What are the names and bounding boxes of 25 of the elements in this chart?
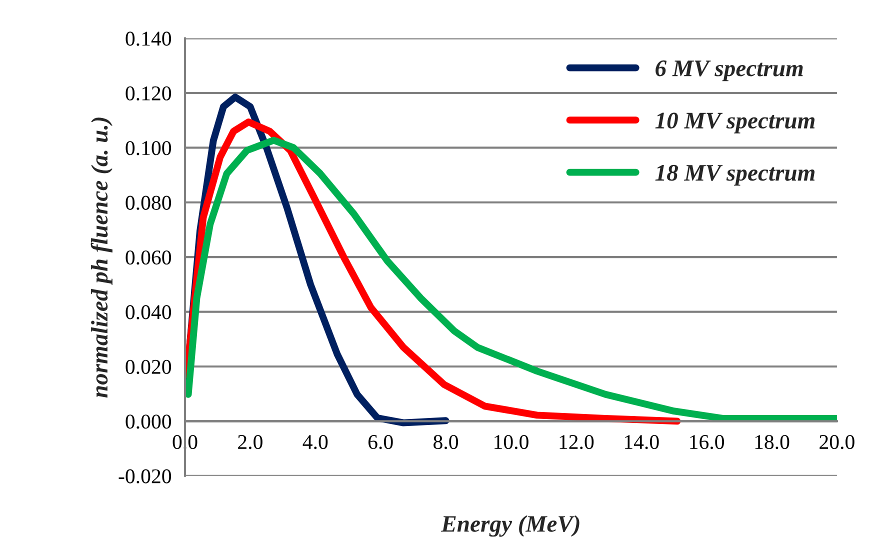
x-tick-label: 10.0	[494, 434, 528, 450]
y-tick-label: 0.120	[126, 86, 172, 101]
x-tick-label: 14.0	[624, 434, 659, 450]
x-tick-label: 18.0	[755, 434, 790, 450]
y-tick-label: -0.020	[118, 469, 172, 484]
x-tick-label: 12.0	[560, 434, 594, 450]
y-axis-title: normalized ph fluence (a. u.)	[90, 118, 112, 398]
legend-label: 6 MV spectrum	[656, 60, 803, 82]
x-tick-label: 20.0	[820, 434, 854, 450]
y-tick-label: 0.140	[126, 32, 172, 46]
y-tick-label: 0.040	[126, 305, 172, 320]
x-tick-label: 8.0	[434, 434, 458, 450]
y-tick-label: 0.020	[126, 360, 172, 374]
legend-label: 10 MV spectrum	[655, 112, 815, 134]
x-tick-label: 16.0	[690, 434, 724, 450]
x-tick-label: 6.0	[368, 434, 393, 450]
x-tick-label: 2.0	[238, 434, 262, 450]
y-tick-label: 0.000	[126, 414, 172, 429]
legend-label: 18 MV spectrum	[655, 164, 815, 186]
x-axis-title: Energy (MeV)	[440, 515, 580, 537]
x-tick-label: 4.0	[302, 434, 328, 450]
y-tick-label: 0.060	[126, 250, 172, 265]
y-tick-label: 0.080	[126, 196, 172, 210]
y-tick-label: 0.100	[126, 141, 172, 156]
x-tick-label: 0.0	[172, 434, 198, 450]
